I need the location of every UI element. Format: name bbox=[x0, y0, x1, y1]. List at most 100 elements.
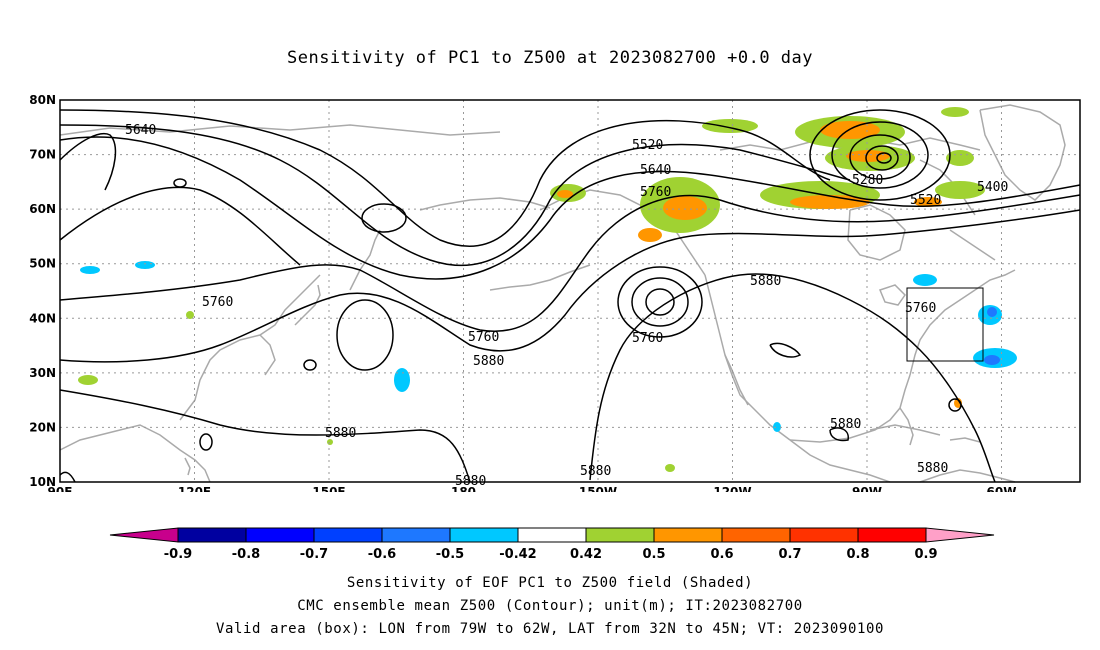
contour-line bbox=[59, 194, 1081, 333]
shade-blue bbox=[987, 307, 997, 317]
colorbar-segment bbox=[585, 527, 655, 543]
colorbar-tick-label: 0.8 bbox=[846, 547, 869, 562]
contour-label: 5760 bbox=[202, 295, 233, 310]
contour-line bbox=[59, 209, 1081, 363]
lon-tick-label: 90W bbox=[852, 485, 882, 492]
colorbar-segment bbox=[449, 527, 519, 543]
colorbar-tick-label: -0.8 bbox=[232, 547, 260, 562]
contour-line bbox=[769, 342, 802, 358]
colorbar-low-triangle bbox=[109, 527, 179, 543]
coast-gulf bbox=[789, 374, 911, 443]
coast-siberia-2 bbox=[419, 197, 551, 211]
contour-loop bbox=[617, 266, 703, 338]
contour-loop bbox=[831, 121, 929, 189]
lat-axis-labels: 80N 70N 60N 50N 40N 30N 20N 10N bbox=[29, 93, 56, 489]
colorbar: -0.9 -0.8 -0.7 -0.6 -0.5 -0.42 0.42 0.5 0.6 0.7 0.… bbox=[100, 524, 1000, 564]
contour-loop bbox=[645, 288, 675, 316]
coast-baja bbox=[724, 354, 749, 406]
colorbar-segment bbox=[721, 527, 791, 543]
contour-label: 5760 bbox=[468, 330, 499, 345]
shade-blue bbox=[984, 355, 1000, 365]
shade-green bbox=[78, 375, 98, 385]
coast-east-asia bbox=[59, 424, 211, 483]
coast-hispaniola bbox=[949, 437, 981, 443]
colorbar-segment bbox=[789, 527, 859, 543]
lat-tick-label: 50N bbox=[29, 257, 56, 271]
shade-orange bbox=[790, 195, 870, 209]
contour-label: 5400 bbox=[977, 180, 1008, 195]
colorbar-segment bbox=[653, 527, 723, 543]
shade-cyan bbox=[773, 422, 781, 432]
contour-line bbox=[59, 109, 831, 247]
contour-line bbox=[589, 273, 996, 483]
contour-line bbox=[59, 133, 117, 191]
lon-tick-label: 120E bbox=[178, 485, 211, 492]
contour-loop bbox=[173, 178, 187, 188]
chart-title: Sensitivity of PC1 to Z500 at 2023082700… bbox=[286, 48, 813, 68]
colorbar-svg: -0.9 -0.8 -0.7 -0.6 -0.5 -0.42 0.42 0.5 0.6 0.7 0.… bbox=[109, 527, 995, 562]
contour-line bbox=[59, 186, 301, 266]
contour-loop bbox=[865, 145, 899, 171]
shade-cyan bbox=[394, 368, 410, 392]
colorbar-tick-label: -0.7 bbox=[300, 547, 328, 562]
colorbar-tick-label: 0.9 bbox=[914, 547, 937, 562]
colorbar-high-triangle bbox=[925, 527, 995, 543]
coast-central-america bbox=[789, 439, 891, 483]
contour-label: 5880 bbox=[917, 461, 948, 476]
lat-tick-label: 30N bbox=[29, 366, 56, 380]
map-svg: 5640 5520 5640 5760 5280 5400 5520 5760 … bbox=[29, 93, 1081, 492]
contour-label: 5280 bbox=[852, 173, 883, 188]
coast-na-west bbox=[704, 274, 791, 441]
contour-label: 5880 bbox=[325, 426, 356, 441]
colorbar-tick-label: -0.42 bbox=[499, 547, 536, 562]
contour-label: 5760 bbox=[905, 301, 936, 316]
coast-east-asia-2 bbox=[179, 274, 321, 421]
colorbar-segment bbox=[381, 527, 451, 543]
colorbar-segment bbox=[857, 527, 927, 543]
contour-label: 5880 bbox=[580, 464, 611, 479]
contour-line bbox=[59, 124, 851, 266]
lat-tick-label: 20N bbox=[29, 420, 56, 434]
contour-label: 5520 bbox=[632, 138, 663, 153]
shade-green bbox=[186, 311, 194, 319]
lon-tick-label: 150E bbox=[312, 485, 345, 492]
contour-loop bbox=[849, 134, 911, 180]
colorbar-segment bbox=[313, 527, 383, 543]
coast-taiwan bbox=[184, 457, 191, 476]
shade-orange bbox=[638, 228, 662, 242]
colorbar-tick-label: 0.42 bbox=[570, 547, 602, 562]
lat-tick-label: 10N bbox=[29, 475, 56, 489]
shade-green bbox=[946, 150, 974, 166]
shade-cyan bbox=[135, 261, 155, 269]
contour-line bbox=[59, 389, 471, 483]
contour-loop bbox=[303, 359, 317, 371]
contour-loop bbox=[199, 433, 213, 451]
shade-orange bbox=[846, 150, 890, 162]
contour-line bbox=[59, 471, 76, 483]
contour-label: 5880 bbox=[750, 274, 781, 289]
colorbar-segment bbox=[177, 527, 247, 543]
lon-tick-label: 120W bbox=[713, 485, 751, 492]
map-frame bbox=[59, 99, 1081, 483]
coast-aleutians bbox=[489, 264, 591, 291]
map-panel: 5640 5520 5640 5760 5280 5400 5520 5760 … bbox=[20, 90, 1090, 492]
contour-loop bbox=[631, 277, 689, 327]
contour-loop bbox=[948, 398, 962, 412]
coast-kamchatka bbox=[349, 229, 381, 291]
contour-label: 5760 bbox=[640, 185, 671, 200]
lat-lon-grid bbox=[60, 100, 1080, 482]
coast-great-lakes bbox=[878, 284, 906, 306]
shade-green bbox=[702, 119, 758, 133]
contour-loop bbox=[336, 299, 394, 371]
coast-japan bbox=[294, 284, 321, 326]
contour-label: 5640 bbox=[640, 163, 671, 178]
lon-tick-label: 60W bbox=[987, 485, 1017, 492]
lat-tick-label: 60N bbox=[29, 202, 56, 216]
coast-greenland bbox=[979, 104, 1066, 201]
colorbar-tick-label: 0.6 bbox=[710, 547, 733, 562]
lat-tick-label: 40N bbox=[29, 311, 56, 325]
shade-cyan bbox=[80, 266, 100, 274]
lon-tick-label: 150W bbox=[579, 485, 617, 492]
coast-korea bbox=[259, 334, 276, 376]
colorbar-tick-label: 0.7 bbox=[778, 547, 801, 562]
